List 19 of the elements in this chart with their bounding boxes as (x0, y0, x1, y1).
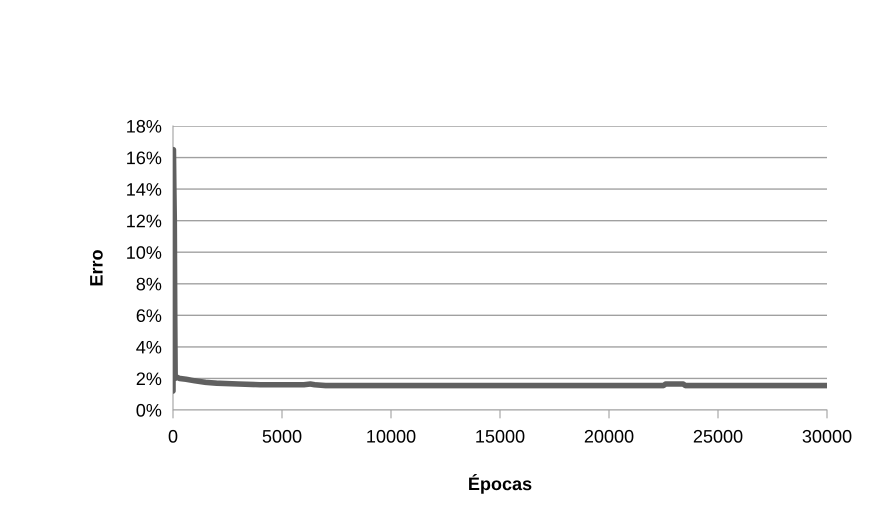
x-tick-label: 5000 (262, 430, 302, 443)
y-axis-title: Erro (90, 250, 103, 286)
x-tick-label: 0 (168, 430, 178, 443)
y-tick-label: 6% (136, 309, 162, 322)
y-tick-label: 12% (127, 214, 162, 228)
x-tick-label: 20000 (584, 430, 634, 443)
x-tick-label: 30000 (802, 430, 852, 443)
y-tick-label: 0% (136, 404, 162, 417)
y-tick-label: 16% (127, 151, 162, 164)
y-tick-label: 14% (127, 183, 162, 196)
y-tick-label: 8% (136, 278, 162, 290)
y-tick-label: 4% (136, 340, 162, 354)
y-tick-label: 18% (127, 120, 162, 133)
x-tick-label: 15000 (476, 430, 524, 443)
y-tick-label: 2% (136, 372, 162, 386)
x-tick-label: 25000 (694, 430, 742, 443)
y-tick-label: 10% (127, 246, 162, 259)
x-axis-title: Épocas (469, 474, 532, 494)
x-tick-label: 10000 (367, 430, 416, 443)
